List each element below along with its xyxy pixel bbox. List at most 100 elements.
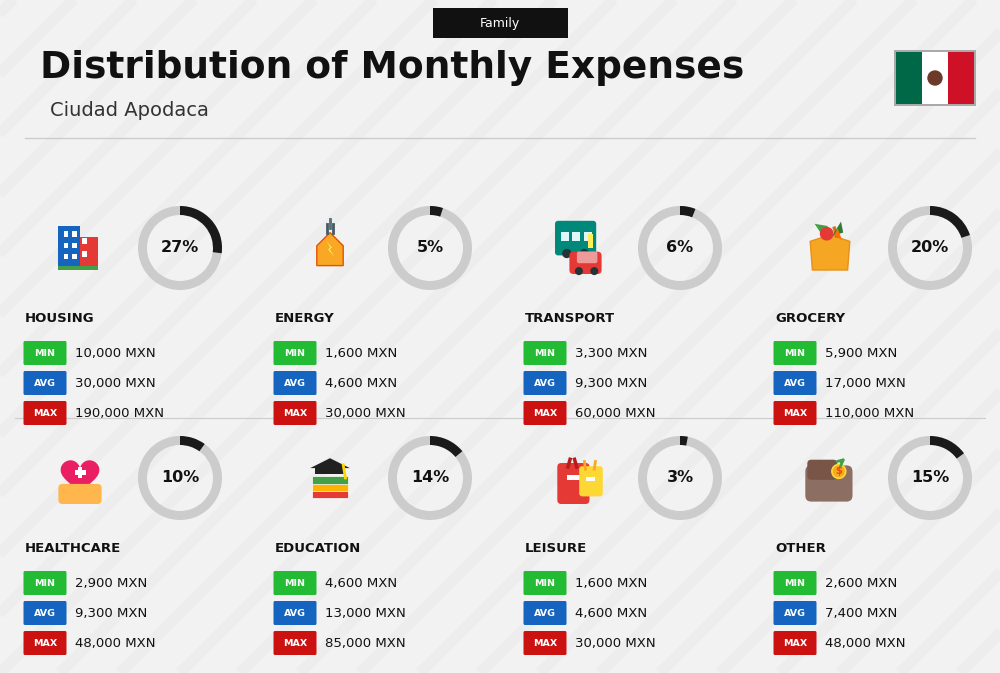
Text: 30,000 MXN: 30,000 MXN bbox=[575, 637, 656, 649]
Wedge shape bbox=[138, 436, 222, 520]
Wedge shape bbox=[888, 206, 972, 290]
Wedge shape bbox=[638, 206, 722, 290]
Bar bbox=[64, 232, 68, 237]
Circle shape bbox=[834, 466, 844, 476]
Wedge shape bbox=[430, 436, 462, 457]
Text: OTHER: OTHER bbox=[775, 542, 826, 555]
Bar bbox=[567, 474, 580, 481]
Wedge shape bbox=[138, 206, 222, 290]
FancyBboxPatch shape bbox=[58, 484, 102, 504]
Text: HOUSING: HOUSING bbox=[25, 312, 95, 324]
Wedge shape bbox=[888, 436, 972, 520]
Bar bbox=[78, 467, 82, 478]
Bar bbox=[82, 238, 87, 244]
Text: AVG: AVG bbox=[284, 378, 306, 388]
Text: MIN: MIN bbox=[285, 579, 306, 588]
Text: 4,600 MXN: 4,600 MXN bbox=[325, 376, 397, 390]
FancyBboxPatch shape bbox=[274, 341, 316, 365]
FancyBboxPatch shape bbox=[312, 483, 348, 491]
FancyBboxPatch shape bbox=[524, 401, 566, 425]
FancyBboxPatch shape bbox=[569, 252, 602, 274]
Text: 30,000 MXN: 30,000 MXN bbox=[325, 406, 406, 419]
Text: MAX: MAX bbox=[533, 409, 557, 417]
Bar bbox=[74, 470, 86, 474]
Bar bbox=[82, 251, 87, 257]
Text: 48,000 MXN: 48,000 MXN bbox=[825, 637, 906, 649]
Circle shape bbox=[821, 227, 833, 240]
Bar bbox=[896, 52, 974, 104]
FancyBboxPatch shape bbox=[312, 476, 348, 484]
FancyBboxPatch shape bbox=[24, 341, 66, 365]
Wedge shape bbox=[430, 206, 443, 217]
Text: 13,000 MXN: 13,000 MXN bbox=[325, 606, 406, 620]
Text: 9,300 MXN: 9,300 MXN bbox=[75, 606, 147, 620]
Text: EDUCATION: EDUCATION bbox=[275, 542, 361, 555]
FancyBboxPatch shape bbox=[24, 601, 66, 625]
Text: 30,000 MXN: 30,000 MXN bbox=[75, 376, 156, 390]
Circle shape bbox=[591, 268, 598, 275]
Circle shape bbox=[928, 71, 942, 85]
FancyBboxPatch shape bbox=[579, 466, 603, 497]
Text: AVG: AVG bbox=[784, 608, 806, 618]
Text: 190,000 MXN: 190,000 MXN bbox=[75, 406, 164, 419]
FancyBboxPatch shape bbox=[774, 601, 817, 625]
FancyBboxPatch shape bbox=[24, 571, 66, 595]
Wedge shape bbox=[930, 206, 970, 238]
Polygon shape bbox=[815, 224, 828, 237]
Bar bbox=[948, 52, 974, 104]
Polygon shape bbox=[317, 233, 343, 266]
Text: 9,300 MXN: 9,300 MXN bbox=[575, 376, 647, 390]
Text: MAX: MAX bbox=[33, 409, 57, 417]
Wedge shape bbox=[680, 436, 688, 446]
Text: AVG: AVG bbox=[784, 378, 806, 388]
Text: 110,000 MXN: 110,000 MXN bbox=[825, 406, 914, 419]
Wedge shape bbox=[388, 436, 472, 520]
Bar bbox=[561, 232, 569, 242]
Text: 27%: 27% bbox=[161, 240, 199, 256]
Text: 5%: 5% bbox=[416, 240, 444, 256]
Bar bbox=[584, 232, 592, 242]
Text: ENERGY: ENERGY bbox=[275, 312, 335, 324]
FancyBboxPatch shape bbox=[774, 571, 817, 595]
Text: 85,000 MXN: 85,000 MXN bbox=[325, 637, 406, 649]
Text: 7,400 MXN: 7,400 MXN bbox=[825, 606, 897, 620]
FancyBboxPatch shape bbox=[432, 8, 568, 38]
Circle shape bbox=[576, 268, 582, 275]
Text: MAX: MAX bbox=[283, 639, 307, 647]
FancyBboxPatch shape bbox=[557, 463, 590, 504]
FancyBboxPatch shape bbox=[274, 371, 316, 395]
Bar bbox=[586, 477, 595, 481]
FancyBboxPatch shape bbox=[807, 460, 837, 480]
Bar bbox=[588, 234, 593, 248]
Text: AVG: AVG bbox=[34, 378, 56, 388]
FancyBboxPatch shape bbox=[774, 631, 817, 655]
Text: MIN: MIN bbox=[285, 349, 306, 357]
Text: LEISURE: LEISURE bbox=[525, 542, 587, 555]
Text: GROCERY: GROCERY bbox=[775, 312, 845, 324]
Text: MAX: MAX bbox=[783, 409, 807, 417]
Wedge shape bbox=[638, 436, 722, 520]
Circle shape bbox=[580, 250, 588, 258]
FancyBboxPatch shape bbox=[524, 341, 566, 365]
Text: 4,600 MXN: 4,600 MXN bbox=[575, 606, 647, 620]
Text: Family: Family bbox=[480, 17, 520, 30]
Text: $: $ bbox=[835, 466, 842, 476]
Text: MAX: MAX bbox=[783, 639, 807, 647]
Text: Ciudad Apodaca: Ciudad Apodaca bbox=[50, 102, 209, 120]
Text: 20%: 20% bbox=[911, 240, 949, 256]
Bar bbox=[572, 232, 580, 242]
FancyBboxPatch shape bbox=[555, 221, 596, 255]
Text: 3,300 MXN: 3,300 MXN bbox=[575, 347, 647, 359]
FancyBboxPatch shape bbox=[274, 571, 316, 595]
Bar bbox=[58, 266, 98, 270]
Bar bbox=[896, 52, 922, 104]
FancyBboxPatch shape bbox=[524, 371, 566, 395]
Text: MIN: MIN bbox=[34, 579, 56, 588]
FancyBboxPatch shape bbox=[894, 50, 976, 106]
Text: MAX: MAX bbox=[283, 409, 307, 417]
Bar bbox=[64, 254, 68, 259]
Text: AVG: AVG bbox=[534, 378, 556, 388]
FancyBboxPatch shape bbox=[274, 601, 316, 625]
Wedge shape bbox=[388, 206, 472, 290]
Text: 6%: 6% bbox=[666, 240, 694, 256]
